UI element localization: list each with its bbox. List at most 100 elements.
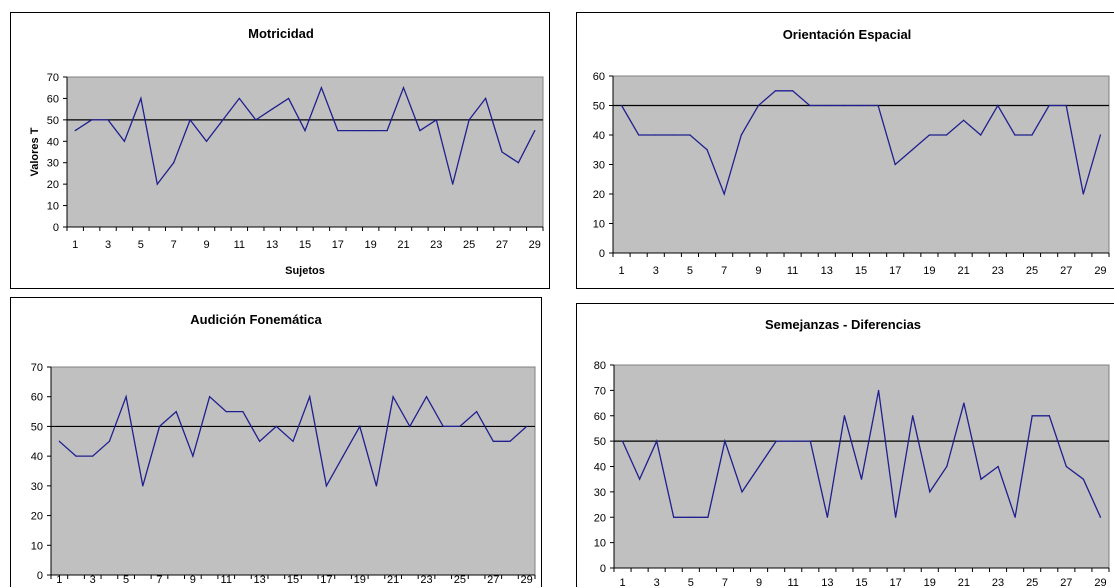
- y-tick-label: 70: [594, 385, 606, 397]
- data-point: [517, 162, 519, 164]
- data-point: [690, 516, 692, 518]
- data-point: [125, 396, 127, 398]
- data-point: [320, 87, 323, 89]
- y-axis-title: Valores T: [29, 127, 41, 176]
- data-point: [255, 119, 257, 121]
- data-point: [287, 97, 290, 100]
- x-tick-label: 11: [787, 265, 798, 277]
- y-tick-label: 0: [600, 563, 606, 575]
- y-tick-label: 40: [593, 130, 605, 142]
- chart-panel-orientacion-espacial: Orientación Espacial 0 10 20 30 40 50 60 1 3 5 7 9 11…: [576, 12, 1114, 289]
- data-point: [156, 183, 158, 185]
- data-point: [238, 97, 240, 100]
- data-point: [639, 478, 641, 480]
- data-point: [425, 396, 428, 398]
- data-point: [208, 396, 211, 398]
- y-tick-label: 0: [599, 248, 605, 260]
- data-point: [826, 104, 828, 107]
- data-point: [375, 485, 378, 487]
- plot-area: [612, 75, 1110, 254]
- y-tick-label: 50: [593, 101, 605, 113]
- x-tick-label: 21: [957, 265, 969, 277]
- y-tick-label: 0: [37, 570, 43, 582]
- data-point: [123, 140, 126, 142]
- chart-title: Motricidad: [248, 26, 314, 41]
- x-tick-label: 15: [299, 239, 311, 251]
- x-tick-label: 15: [855, 265, 867, 277]
- data-point: [353, 129, 355, 132]
- data-point: [980, 134, 982, 136]
- data-point: [877, 104, 879, 107]
- data-point: [271, 108, 273, 110]
- data-point: [673, 516, 675, 518]
- x-tick-label: 27: [1060, 577, 1072, 588]
- y-tick-label: 20: [31, 511, 43, 523]
- y-tick-label: 50: [594, 436, 606, 448]
- data-point: [723, 193, 725, 195]
- data-point: [997, 465, 999, 468]
- y-tick-label: 40: [31, 451, 43, 463]
- data-point: [370, 129, 372, 132]
- x-tick-label: 5: [687, 265, 693, 277]
- x-tick-label: 25: [1026, 265, 1038, 277]
- y-tick-label: 30: [593, 160, 605, 172]
- data-point: [894, 163, 896, 166]
- data-point: [337, 129, 339, 132]
- y-tick-label: 50: [31, 421, 43, 433]
- data-point: [757, 104, 759, 107]
- x-tick-label: 3: [654, 577, 660, 588]
- data-point: [452, 183, 454, 185]
- data-point: [392, 396, 394, 398]
- x-tick-label: 17: [320, 574, 332, 586]
- x-tick-label: 21: [387, 574, 399, 586]
- data-point: [526, 425, 528, 428]
- data-point: [492, 440, 494, 442]
- data-point: [509, 440, 511, 442]
- data-point: [758, 465, 760, 468]
- data-point: [1065, 104, 1067, 107]
- x-tick-label: 19: [354, 574, 366, 586]
- x-tick-label: 13: [266, 239, 278, 251]
- x-tick-label: 1: [56, 574, 62, 586]
- data-point: [741, 491, 743, 493]
- data-point: [175, 410, 177, 413]
- data-point: [534, 129, 536, 132]
- x-tick-label: 17: [889, 265, 901, 277]
- y-tick-label: 40: [47, 136, 59, 148]
- data-point: [225, 410, 227, 413]
- y-tick-label: 50: [47, 115, 59, 127]
- y-tick-label: 10: [31, 540, 43, 552]
- y-tick-label: 10: [594, 538, 606, 550]
- x-tick-label: 9: [190, 574, 196, 586]
- chart-title: Orientación Espacial: [783, 27, 912, 42]
- x-tick-label: 3: [653, 265, 659, 277]
- x-tick-label: 25: [454, 574, 466, 586]
- data-point: [222, 119, 224, 121]
- data-point: [1014, 134, 1016, 136]
- data-point: [107, 119, 109, 121]
- x-tick-label: 15: [287, 574, 299, 586]
- x-tick-label: 13: [821, 265, 833, 277]
- data-point: [877, 389, 880, 391]
- data-point: [928, 134, 931, 136]
- x-tick-label: 27: [487, 574, 499, 586]
- data-point: [359, 425, 361, 428]
- data-point: [242, 410, 244, 413]
- data-point: [656, 440, 658, 442]
- data-point: [775, 440, 777, 442]
- data-point: [843, 415, 846, 417]
- data-point: [435, 119, 437, 121]
- data-point: [707, 516, 709, 518]
- data-point: [1082, 193, 1084, 195]
- data-point: [292, 440, 294, 442]
- x-tick-label: 29: [1094, 577, 1106, 588]
- data-point: [860, 104, 862, 107]
- data-point: [740, 134, 742, 136]
- x-tick-label: 1: [619, 577, 625, 588]
- data-point: [1014, 516, 1016, 518]
- data-point: [92, 455, 94, 457]
- data-point: [911, 149, 913, 151]
- data-point: [946, 465, 948, 468]
- data-point: [108, 440, 111, 442]
